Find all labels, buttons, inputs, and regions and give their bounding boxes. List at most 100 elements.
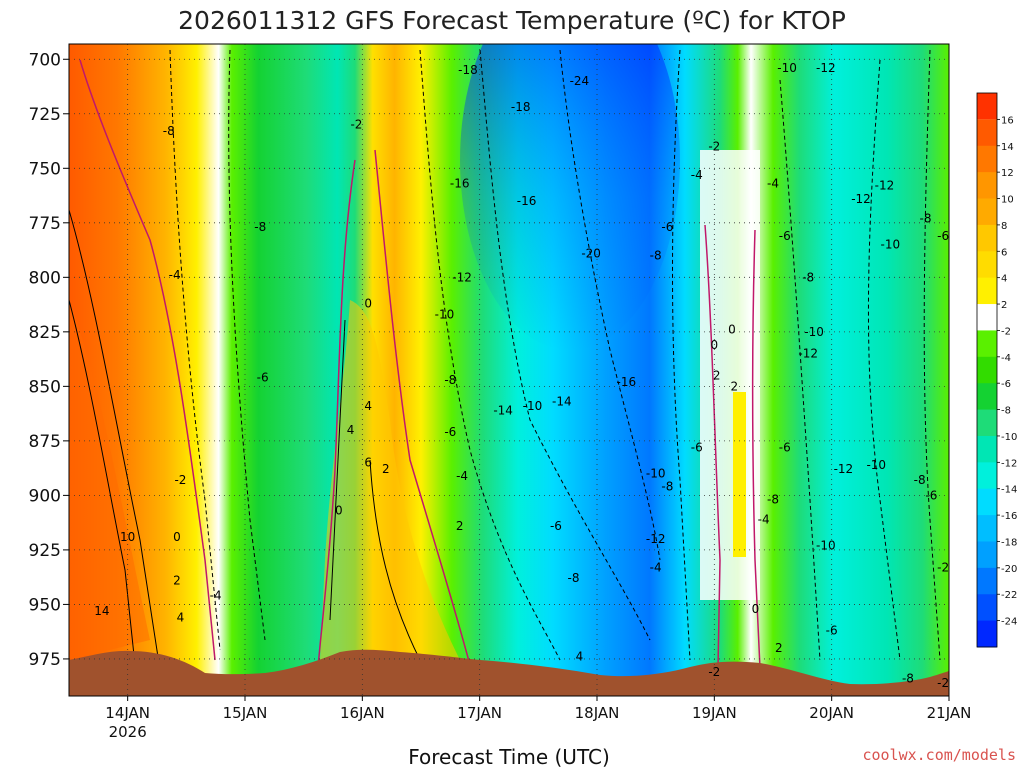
contour-label: -20 — [581, 246, 601, 260]
y-tick-label: 900 — [29, 486, 61, 506]
contour-label: -8 — [920, 211, 932, 225]
above-freezing-column-day19 — [700, 150, 760, 600]
colorbar-label: -10 — [1001, 432, 1017, 443]
contour-label: -2 — [937, 560, 949, 574]
contour-label: -10 — [804, 325, 824, 339]
x-tick-label: 16JAN — [340, 704, 385, 722]
contour-label: -4 — [456, 469, 468, 483]
plot-frame — [68, 43, 950, 697]
y-tick-label: 950 — [29, 595, 61, 615]
colorbar-cell — [977, 304, 997, 331]
cold-contour — [923, 49, 941, 661]
contour-label: -12 — [798, 347, 818, 361]
contour-label: -14 — [552, 395, 572, 409]
cold-contour — [672, 49, 691, 661]
x-tick-label: 14JAN — [105, 704, 150, 722]
contour-label: -4 — [691, 168, 703, 182]
contour-label: -12 — [875, 179, 895, 193]
colorbar-cell — [977, 594, 997, 622]
contour-label: -6 — [937, 229, 949, 243]
contours — [69, 49, 941, 671]
contour-label: -6 — [257, 371, 269, 385]
contour-label: -16 — [450, 177, 470, 191]
colorbar-cell — [977, 488, 997, 516]
freezing-contour — [317, 159, 356, 669]
contour-label: -6 — [444, 425, 456, 439]
contour-label: -6 — [691, 440, 703, 454]
colorbar-label: -16 — [1001, 511, 1017, 522]
contour-label: 4 — [576, 650, 584, 664]
contour-label: 14 — [94, 604, 109, 618]
colorbar-cell — [977, 224, 997, 252]
x-tick-label: 19JAN — [692, 704, 737, 722]
cold-contour — [228, 49, 266, 641]
contour-label: 10 — [120, 530, 135, 544]
contour-label: -8 — [661, 480, 673, 494]
contour-label: -6 — [826, 624, 838, 638]
contour-label: -6 — [550, 519, 562, 533]
contour-label: 2 — [730, 379, 738, 393]
contour-label: -12 — [452, 270, 472, 284]
grid-lines — [69, 44, 949, 696]
colorbar-cell — [977, 567, 997, 595]
y-tick-label: 975 — [29, 650, 61, 670]
colorbar-cell — [977, 119, 997, 147]
contour-label: -4 — [210, 589, 222, 603]
colorbar-frame — [976, 92, 998, 648]
warm-contour — [369, 459, 421, 661]
contour-label: 0 — [752, 602, 760, 616]
contour-label: -8 — [444, 373, 456, 387]
contour-label: 0 — [728, 323, 736, 337]
contour-label: -18 — [458, 63, 478, 77]
contour-label: -10 — [435, 307, 455, 321]
y-tick-label: 800 — [29, 268, 61, 288]
contour-label: -12 — [816, 61, 836, 75]
contour-label: -8 — [902, 672, 914, 686]
contour-label: 0 — [335, 504, 343, 518]
x-tick-sublabel: 2026 — [109, 723, 147, 741]
warm-contour — [69, 209, 161, 671]
contour-label: -10 — [866, 458, 886, 472]
x-tick-label: 17JAN — [457, 704, 502, 722]
contour-label: -2 — [174, 473, 186, 487]
contour-label: -4 — [767, 177, 779, 191]
contour-label: 2 — [713, 368, 721, 382]
contour-label: 6 — [364, 456, 372, 470]
colorbar-cell — [977, 435, 997, 463]
contour-label: 0 — [711, 338, 719, 352]
contour-label: -8 — [568, 571, 580, 585]
contour-label: -16 — [617, 375, 637, 389]
cold-core-region — [460, 44, 680, 350]
colorbar-label: 4 — [1001, 274, 1007, 285]
x-tick-label: 21JAN — [927, 704, 972, 722]
cold-contour — [867, 59, 901, 661]
y-tick-label: 925 — [29, 541, 61, 561]
colorbar-cell — [977, 198, 997, 226]
contour-label: -6 — [779, 440, 791, 454]
contour-label: -8 — [802, 270, 814, 284]
colorbar-label: 6 — [1001, 247, 1007, 258]
contour-label: 2 — [173, 573, 181, 587]
colorbar-cell — [977, 356, 997, 384]
y-axis: 700 725 750 775 800 825 850 875 900 925 950 975 — [29, 50, 69, 670]
contour-label: -6 — [661, 220, 673, 234]
contour-label: -2 — [937, 676, 949, 690]
warm-contour — [69, 299, 136, 666]
contour-label: 4 — [364, 399, 372, 413]
freezing-contour — [79, 59, 216, 661]
contour-label: 0 — [173, 530, 181, 544]
warm-strip-day19 — [733, 392, 746, 557]
contour-label: -2 — [708, 665, 720, 679]
y-tick-label: 700 — [29, 50, 61, 70]
contour-label: -10 — [646, 467, 666, 481]
colorbar-label: -2 — [1001, 326, 1011, 337]
cold-contour — [169, 49, 221, 651]
colorbar-label: 2 — [1001, 300, 1007, 311]
contour-labels: -18-24-10 -12-2-8-18-4-2-16-16-4 -12-12-8-… — [94, 61, 949, 690]
contour-label: -18 — [511, 100, 531, 114]
contour-label: 2 — [382, 462, 390, 476]
warm-tongue-day16 — [320, 300, 460, 660]
colorbar-label: -12 — [1001, 458, 1017, 469]
cold-contour — [779, 79, 821, 661]
